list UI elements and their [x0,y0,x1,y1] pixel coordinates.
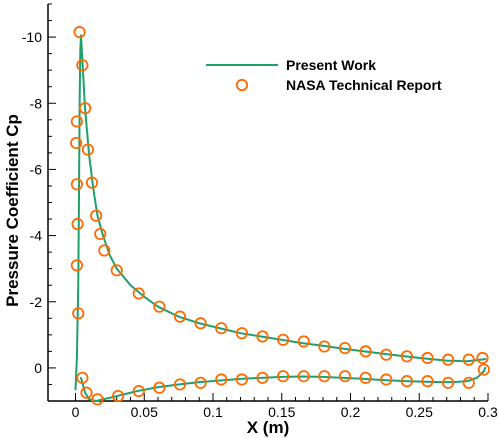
nasa-data-point [380,348,393,361]
nasa-data-point [70,259,83,272]
x-tick-label: 0 [72,404,80,420]
nasa-data-point [71,217,84,231]
nasa-data-point [194,317,207,330]
nasa-data-point [476,351,489,365]
tick-labels: 0 0.05 0.1 0.15 0.2 0.25 0.3 -10 -8 -6 -4 -2 0 [22,29,498,420]
nasa-data-point [256,330,269,343]
nasa-data-point [215,373,228,386]
x-tick-label: 0.15 [268,404,295,420]
axes [47,4,488,402]
nasa-data-point [70,136,83,150]
nasa-data-point [462,353,475,366]
nasa-data-point [90,209,103,222]
nasa-data-point [256,371,269,384]
y-tick-label: -6 [30,161,43,177]
nasa-data-point [70,178,83,191]
nasa-data-point [72,307,85,320]
nasa-data-point [94,227,107,241]
x-tick-label: 0.25 [406,404,433,420]
y-tick-label: -8 [30,95,43,111]
nasa-data-point [79,102,92,115]
nasa-data-point [76,371,89,384]
nasa-data-point [421,351,434,365]
nasa-data-point [318,370,331,383]
nasa-data-point [91,393,104,406]
y-tick-label: -2 [30,294,43,310]
nasa-data-point [400,350,413,363]
nasa-data-point [359,345,372,358]
nasa-data-point [277,370,290,383]
nasa-data-point [380,373,393,386]
present-work-line [80,366,487,402]
nasa-data-point [215,322,228,335]
nasa-data-point [76,59,89,72]
nasa-data-point [277,333,290,346]
nasa-data-point [132,287,145,300]
nasa-data-point [462,376,475,389]
nasa-data-point [73,26,86,39]
nasa-data-point [477,363,490,376]
legend-marker-swatch [235,78,249,92]
series [70,26,490,406]
nasa-data-point [70,115,83,128]
nasa-data-point [442,376,455,389]
nasa-data-point [132,384,145,398]
nasa-data-point [194,376,207,389]
nasa-data-point [338,370,352,383]
nasa-data-point [173,378,187,391]
nasa-data-point [98,244,111,257]
nasa-data-point [81,143,94,156]
nasa-data-point [421,375,434,388]
nasa-data-point [235,373,248,386]
nasa-data-point [235,327,248,340]
nasa-data-point [85,176,99,189]
x-tick-label: 0.1 [203,404,223,420]
nasa-data-point [442,353,455,366]
legend-label-present-work: Present Work [286,57,376,73]
nasa-data-point [359,371,372,384]
y-axis-title: Pressure Coefficient Cp [3,114,22,307]
nasa-data-point [173,310,187,323]
x-tick-label: 0.2 [341,404,361,420]
x-axis-title: X (m) [247,418,290,437]
x-tick-label: 0.3 [478,404,498,420]
nasa-data-point [110,264,123,277]
nasa-data-point [338,341,352,355]
y-tick-label: -4 [30,228,43,244]
nasa-data-point [112,389,125,403]
y-tick-label: -10 [22,29,42,45]
legend: Present Work NASA Technical Report [206,57,442,93]
nasa-data-point [297,335,310,348]
nasa-data-point [400,375,413,388]
y-tick-label: 0 [34,360,42,376]
nasa-data-point [318,340,331,353]
x-tick-label: 0.05 [131,404,158,420]
nasa-data-point [80,386,93,399]
nasa-data-point [153,300,166,313]
tick-marks [48,3,489,402]
legend-label-nasa: NASA Technical Report [286,77,442,93]
nasa-data-point [297,370,310,383]
nasa-data-point [153,381,166,394]
